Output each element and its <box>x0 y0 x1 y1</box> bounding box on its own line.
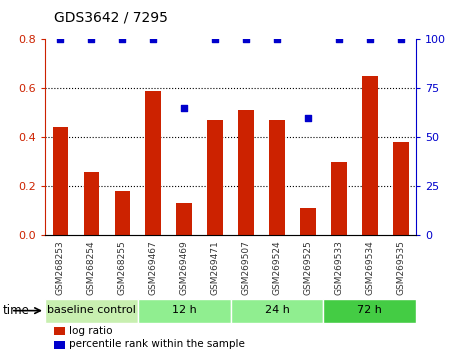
FancyBboxPatch shape <box>324 299 416 322</box>
Text: GSM269467: GSM269467 <box>149 240 158 295</box>
Point <box>335 36 342 42</box>
Bar <box>207 120 223 235</box>
Text: GSM268254: GSM268254 <box>87 240 96 295</box>
Text: GSM268253: GSM268253 <box>56 240 65 295</box>
Bar <box>53 127 68 235</box>
FancyBboxPatch shape <box>231 299 324 322</box>
Bar <box>331 162 347 235</box>
Point <box>88 36 95 42</box>
Text: GSM269535: GSM269535 <box>396 240 405 295</box>
Text: GDS3642 / 7295: GDS3642 / 7295 <box>54 11 168 25</box>
Point <box>119 36 126 42</box>
Bar <box>238 110 254 235</box>
Point <box>57 36 64 42</box>
Bar <box>269 120 285 235</box>
Text: GSM268255: GSM268255 <box>118 240 127 295</box>
Text: GSM269524: GSM269524 <box>272 240 281 295</box>
Text: log ratio: log ratio <box>69 326 112 336</box>
Text: GSM269507: GSM269507 <box>242 240 251 295</box>
Point <box>242 36 250 42</box>
Bar <box>176 204 192 235</box>
Point <box>304 115 312 120</box>
Bar <box>146 91 161 235</box>
Text: 24 h: 24 h <box>264 305 289 315</box>
FancyBboxPatch shape <box>45 299 138 322</box>
Point <box>180 105 188 110</box>
Text: time: time <box>2 304 29 317</box>
Bar <box>114 191 130 235</box>
Point <box>149 36 157 42</box>
Point <box>366 36 374 42</box>
Text: GSM269471: GSM269471 <box>210 240 219 295</box>
Text: GSM269534: GSM269534 <box>365 240 374 295</box>
FancyBboxPatch shape <box>138 299 231 322</box>
Text: baseline control: baseline control <box>47 305 136 315</box>
Bar <box>393 142 409 235</box>
Text: 72 h: 72 h <box>358 305 382 315</box>
Text: GSM269469: GSM269469 <box>180 240 189 295</box>
Bar <box>300 209 315 235</box>
Point <box>211 36 219 42</box>
Point <box>397 36 404 42</box>
Text: GSM269533: GSM269533 <box>334 240 343 295</box>
Text: GSM269525: GSM269525 <box>304 240 313 295</box>
Text: 12 h: 12 h <box>172 305 197 315</box>
Text: percentile rank within the sample: percentile rank within the sample <box>69 339 245 349</box>
Point <box>273 36 281 42</box>
Bar <box>84 172 99 235</box>
Bar <box>362 76 377 235</box>
